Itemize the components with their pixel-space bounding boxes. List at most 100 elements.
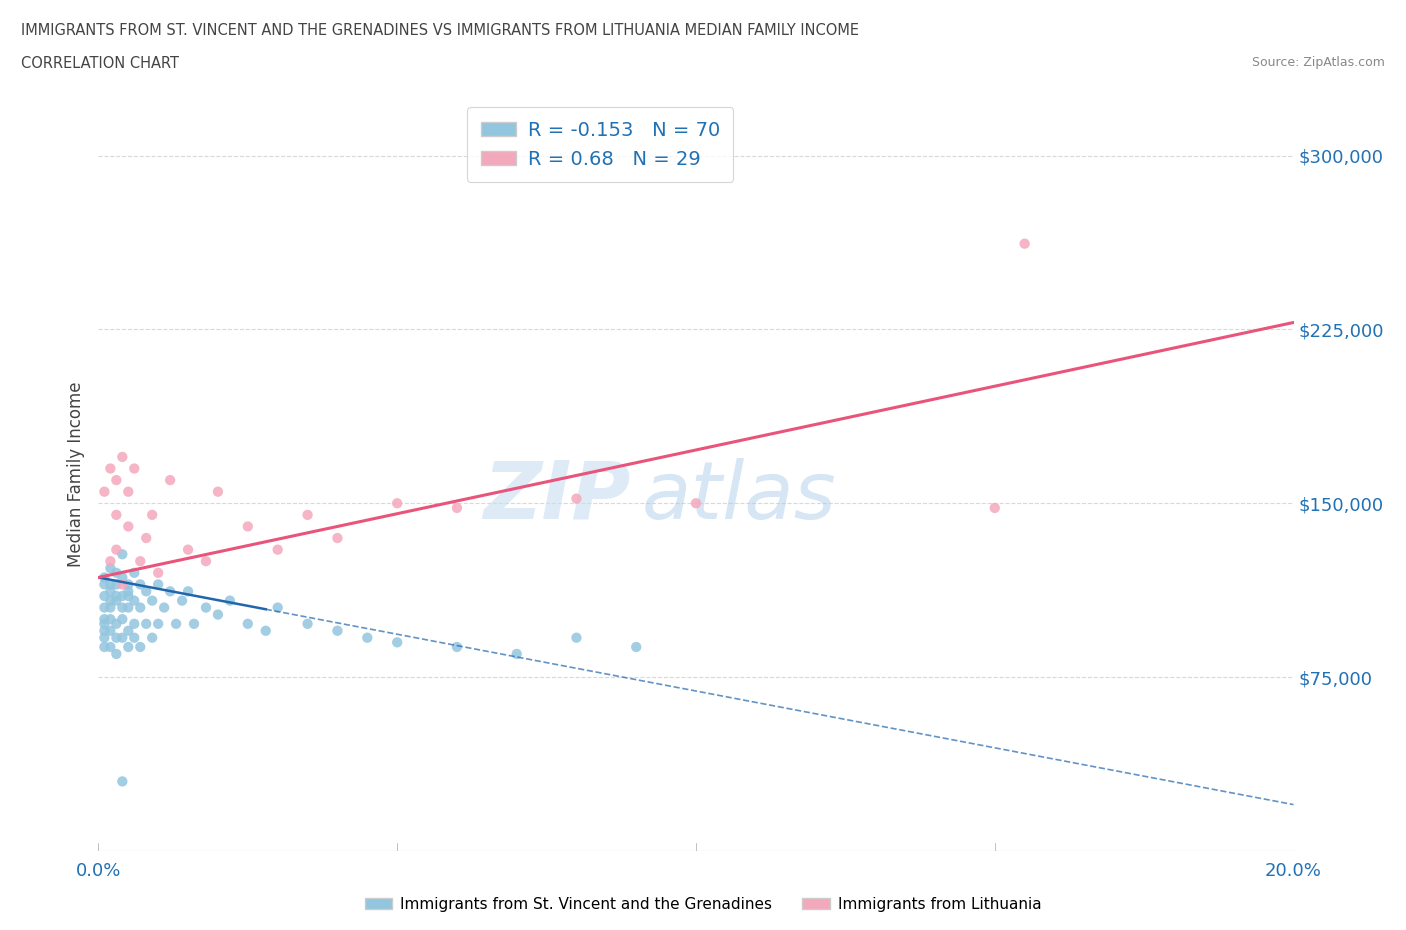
Point xyxy=(254,623,277,638)
Point xyxy=(105,542,128,557)
Point xyxy=(267,542,290,557)
Point xyxy=(93,612,115,627)
Legend: Immigrants from St. Vincent and the Grenadines, Immigrants from Lithuania: Immigrants from St. Vincent and the Gren… xyxy=(359,891,1047,918)
Point xyxy=(984,500,1007,515)
Point xyxy=(117,577,139,591)
Point xyxy=(117,485,139,499)
Point xyxy=(93,589,115,604)
Point xyxy=(129,553,152,568)
Legend: R = -0.153   N = 70, R = 0.68   N = 29: R = -0.153 N = 70, R = 0.68 N = 29 xyxy=(467,107,734,182)
Point xyxy=(141,593,163,608)
Point xyxy=(117,519,139,534)
Point xyxy=(111,612,134,627)
Point xyxy=(565,491,588,506)
Point xyxy=(236,519,259,534)
Point xyxy=(141,631,163,645)
Point xyxy=(98,612,122,627)
Point xyxy=(135,584,157,599)
Text: ZIP: ZIP xyxy=(482,458,630,536)
Point xyxy=(356,631,378,645)
Point xyxy=(385,496,409,511)
Point xyxy=(98,553,122,568)
Point xyxy=(105,631,128,645)
Point xyxy=(93,577,115,591)
Point xyxy=(111,631,134,645)
Point xyxy=(124,565,146,580)
Point xyxy=(207,485,229,499)
Point xyxy=(124,631,146,645)
Point xyxy=(141,508,163,523)
Point xyxy=(1014,236,1036,251)
Point xyxy=(506,646,529,661)
Point xyxy=(117,640,139,655)
Text: IMMIGRANTS FROM ST. VINCENT AND THE GRENADINES VS IMMIGRANTS FROM LITHUANIA MEDI: IMMIGRANTS FROM ST. VINCENT AND THE GREN… xyxy=(21,23,859,38)
Point xyxy=(105,593,128,608)
Point xyxy=(195,553,218,568)
Point xyxy=(129,577,152,591)
Point xyxy=(93,570,115,585)
Point xyxy=(183,617,205,631)
Text: CORRELATION CHART: CORRELATION CHART xyxy=(21,56,179,71)
Y-axis label: Median Family Income: Median Family Income xyxy=(66,381,84,567)
Point xyxy=(267,600,290,615)
Point xyxy=(124,461,146,476)
Point xyxy=(98,584,122,599)
Point xyxy=(105,646,128,661)
Point xyxy=(159,584,181,599)
Point xyxy=(207,607,229,622)
Point xyxy=(626,640,648,655)
Point xyxy=(148,577,170,591)
Point xyxy=(195,600,218,615)
Point xyxy=(98,577,122,591)
Point xyxy=(98,600,122,615)
Point xyxy=(172,593,194,608)
Point xyxy=(177,542,200,557)
Point xyxy=(111,589,134,604)
Point xyxy=(297,508,319,523)
Point xyxy=(98,593,122,608)
Point xyxy=(111,449,134,464)
Point xyxy=(111,774,134,789)
Text: atlas: atlas xyxy=(643,458,837,536)
Point xyxy=(105,508,128,523)
Point xyxy=(446,640,468,655)
Point xyxy=(124,617,146,631)
Point xyxy=(111,577,134,591)
Point xyxy=(165,617,187,631)
Text: Source: ZipAtlas.com: Source: ZipAtlas.com xyxy=(1251,56,1385,69)
Point xyxy=(153,600,176,615)
Point xyxy=(111,570,134,585)
Point xyxy=(385,635,409,650)
Point xyxy=(236,617,259,631)
Point xyxy=(565,631,588,645)
Point xyxy=(219,593,242,608)
Point xyxy=(105,565,128,580)
Point xyxy=(129,640,152,655)
Point xyxy=(98,461,122,476)
Point xyxy=(129,600,152,615)
Point xyxy=(148,617,170,631)
Point xyxy=(117,589,139,604)
Point xyxy=(105,577,128,591)
Point xyxy=(98,623,122,638)
Point xyxy=(98,561,122,576)
Point xyxy=(117,600,139,615)
Point xyxy=(111,600,134,615)
Point xyxy=(98,640,122,655)
Point xyxy=(93,631,115,645)
Point xyxy=(297,617,319,631)
Point xyxy=(105,617,128,631)
Point xyxy=(326,623,349,638)
Point xyxy=(111,547,134,562)
Point xyxy=(159,472,181,487)
Point xyxy=(148,565,170,580)
Point xyxy=(177,584,200,599)
Point xyxy=(117,623,139,638)
Point xyxy=(326,531,349,546)
Point xyxy=(93,640,115,655)
Point xyxy=(93,600,115,615)
Point xyxy=(105,472,128,487)
Point xyxy=(124,593,146,608)
Point xyxy=(93,485,115,499)
Point xyxy=(93,617,115,631)
